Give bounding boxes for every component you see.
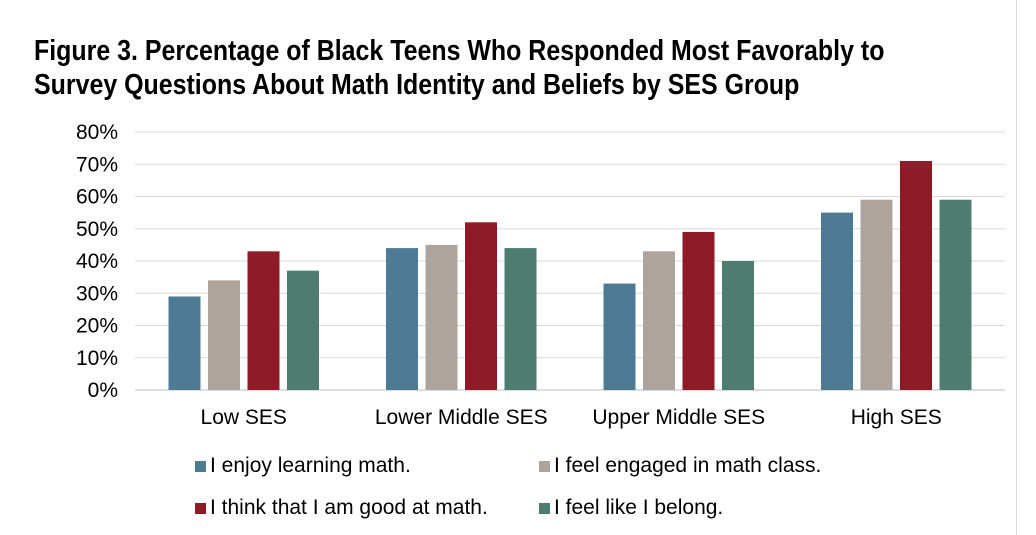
chart-title-line-1: Figure 3. Percentage of Black Teens Who … [34, 35, 885, 67]
bar [682, 231, 715, 390]
bar [821, 212, 853, 390]
y-tick-label: 20% [76, 315, 118, 338]
y-tick-label: 50% [76, 218, 118, 241]
bar [247, 251, 280, 390]
x-category-label: Upper Middle SES [592, 406, 765, 429]
y-tick-label: 40% [76, 250, 118, 273]
bar [939, 199, 972, 390]
bar [208, 280, 240, 390]
bar [643, 251, 675, 390]
bar [504, 248, 537, 390]
bar [722, 261, 754, 390]
bar [168, 296, 201, 390]
chart-title-line-2: Survey Questions About Math Identity and… [34, 69, 800, 101]
bar [287, 270, 319, 390]
bar [386, 248, 418, 390]
bar [900, 161, 932, 390]
frame-border [1016, 0, 1017, 535]
bar [425, 244, 458, 390]
y-tick-label: 60% [76, 186, 118, 209]
bar [603, 283, 636, 390]
bar [465, 222, 497, 390]
y-tick-label: 10% [76, 347, 118, 370]
x-category-label: Lower Middle SES [375, 406, 548, 429]
y-tick-label: 70% [76, 153, 118, 176]
y-tick-label: 0% [88, 379, 118, 402]
bar [860, 199, 893, 390]
x-category-label: High SES [851, 406, 942, 429]
chart-title: Figure 3. Percentage of Black Teens Who … [34, 34, 885, 102]
x-category-label: Low SES [201, 406, 287, 429]
y-tick-label: 30% [76, 282, 118, 305]
y-tick-label: 80% [76, 121, 118, 144]
